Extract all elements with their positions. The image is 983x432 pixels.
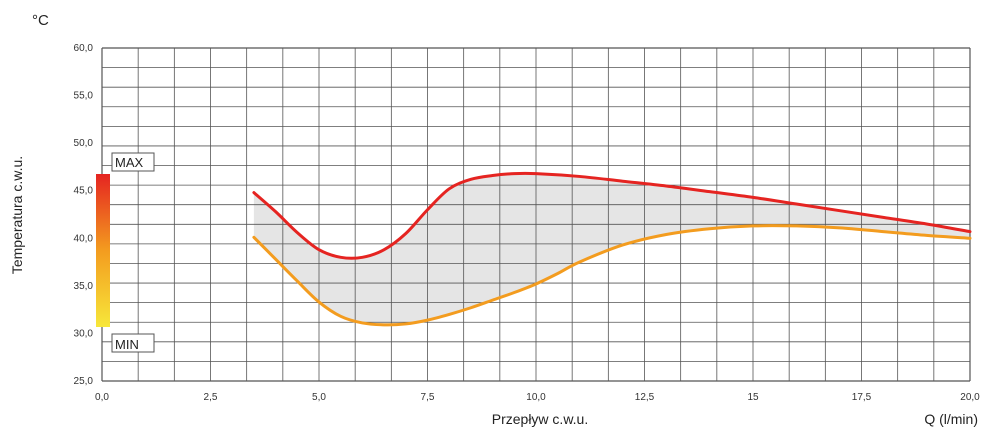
- y-axis-title: Temperatura c.w.u.: [9, 156, 25, 274]
- y-tick-label: 35,0: [74, 281, 94, 292]
- x-axis-title: Przepływ c.w.u.: [492, 411, 588, 427]
- min-label: MIN: [115, 337, 139, 352]
- x-tick-label: 5,0: [312, 392, 326, 403]
- y-tick-label: 30,0: [74, 328, 94, 339]
- y-tick-label: 25,0: [74, 376, 94, 387]
- x-tick-label: 2,5: [204, 392, 218, 403]
- x-tick-label: 17,5: [852, 392, 872, 403]
- chart-grid: [101, 47, 971, 382]
- x-tick-label: 20,0: [960, 392, 980, 403]
- y-tick-label: 50,0: [74, 138, 94, 149]
- min-temperature-line: [252, 224, 972, 327]
- x-tick-label: 12,5: [635, 392, 655, 403]
- x-tick-label: 7,5: [421, 392, 435, 403]
- y-tick-label: 45,0: [74, 186, 94, 197]
- max-temperature-line: [252, 171, 972, 260]
- x-unit-label: Q (l/min): [924, 411, 978, 427]
- range-band: [253, 173, 970, 325]
- temperature-scale-bar: [96, 174, 110, 327]
- x-tick-labels: 0,0 2,5 5,0 7,5 10,0 12,5 15 17,5 20,0: [95, 392, 980, 403]
- max-label-box: [111, 152, 155, 172]
- x-tick-label: 15: [747, 392, 759, 403]
- x-tick-label: 0,0: [95, 392, 109, 403]
- x-tick-label: 10,0: [526, 392, 546, 403]
- y-tick-label: 40,0: [74, 233, 94, 244]
- y-tick-label: 55,0: [74, 91, 94, 102]
- y-tick-label: 60,0: [74, 43, 94, 54]
- y-unit-label: °C: [32, 12, 49, 29]
- max-label: MAX: [115, 155, 144, 170]
- y-tick-labels: 25,0 30,0 35,0 40,0 45,0 50,0 55,0 60,0: [74, 43, 94, 387]
- min-label-box: [111, 333, 155, 353]
